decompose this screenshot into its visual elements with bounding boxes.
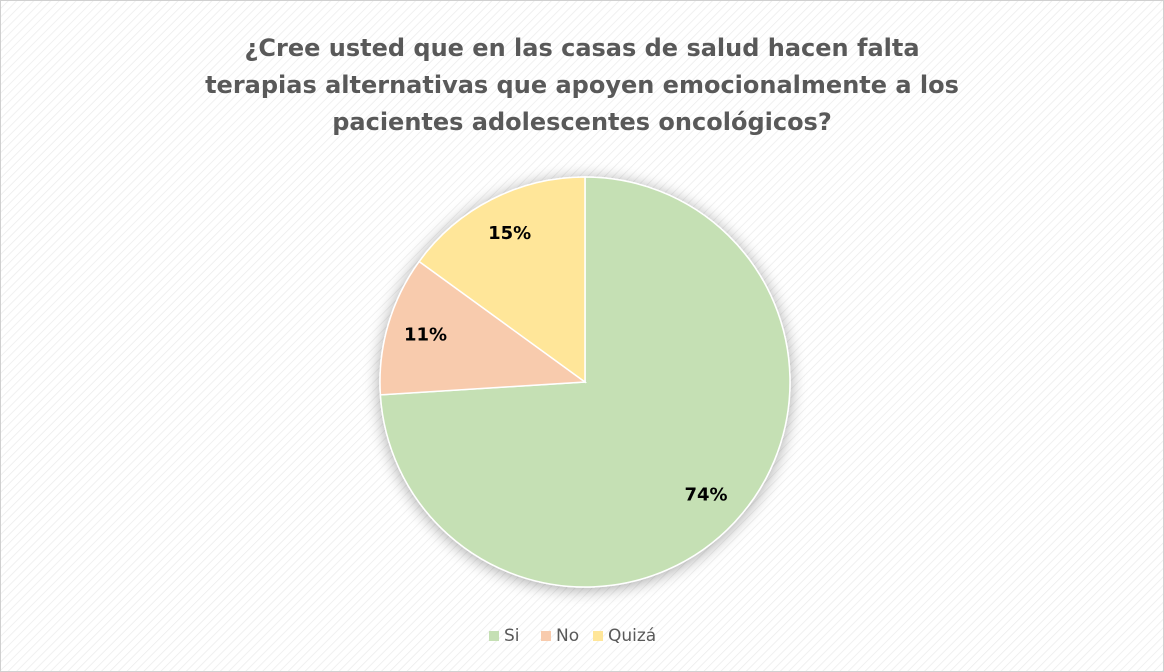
legend-swatch [593, 631, 603, 641]
legend-swatch [541, 631, 551, 641]
legend-label: Quizá [608, 626, 656, 646]
legend-swatch [489, 631, 499, 641]
pie-slice [418, 176, 586, 384]
legend-label: Si [504, 626, 520, 646]
chart-title: ¿Cree usted que en las casas de salud ha… [205, 34, 959, 136]
pie-slice [379, 260, 588, 396]
data-label: 74% [684, 485, 727, 506]
data-label: 11% [404, 325, 447, 346]
legend-label: No [556, 626, 579, 646]
legend: Si No Quizá [489, 626, 656, 646]
data-label: 15% [488, 223, 531, 244]
pie [379, 176, 791, 588]
data-labels: 74% 11% 15% [404, 223, 728, 506]
